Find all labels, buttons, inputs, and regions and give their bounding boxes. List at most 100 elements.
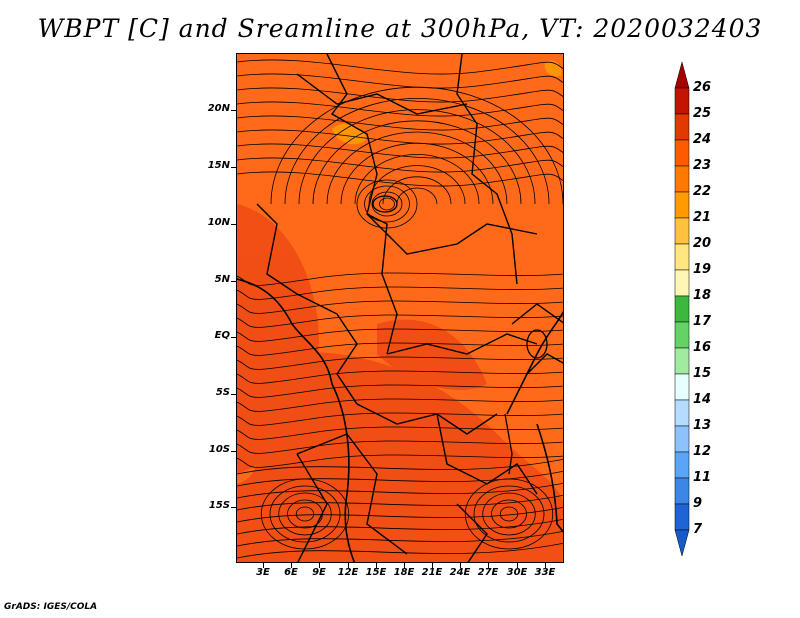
colorbar-segment xyxy=(674,62,690,89)
colorbar-segment xyxy=(674,477,690,505)
streamline xyxy=(237,286,563,300)
lakes xyxy=(372,195,548,475)
latitude-tick xyxy=(231,281,236,282)
colorbar-segment xyxy=(674,347,690,375)
map-canvas xyxy=(237,54,563,562)
streamline xyxy=(237,87,563,103)
streamline xyxy=(237,143,563,159)
streamlines xyxy=(237,59,563,559)
streamline xyxy=(298,109,536,205)
latitude-tick xyxy=(231,110,236,111)
colorbar-label: 7 xyxy=(693,522,703,537)
vortex-ring xyxy=(295,506,315,522)
vortex-ring xyxy=(269,485,341,543)
country-borders xyxy=(256,54,563,562)
colorbar-label: 19 xyxy=(693,262,712,277)
vortex-ring xyxy=(482,492,536,536)
colorbar-segment xyxy=(674,165,690,193)
coastline xyxy=(237,278,563,562)
streamline xyxy=(396,187,438,205)
longitude-label: 27E xyxy=(477,567,499,578)
longitude-label: 3E xyxy=(256,567,270,578)
streamline xyxy=(237,129,563,145)
colorbar-label: 24 xyxy=(693,132,712,147)
streamline xyxy=(237,542,563,559)
streamline xyxy=(237,518,563,535)
streamline xyxy=(237,494,563,511)
colorbar-label: 25 xyxy=(693,106,712,121)
longitude-label: 33E xyxy=(534,567,556,578)
longitude-label: 18E xyxy=(393,567,415,578)
colorbar-label: 12 xyxy=(693,444,712,459)
colorbar-segment xyxy=(674,373,690,401)
longitude-tick xyxy=(263,563,264,568)
latitude-tick xyxy=(231,507,236,508)
latitude-tick xyxy=(231,167,236,168)
streamline xyxy=(237,157,563,173)
streamline xyxy=(354,154,480,205)
streamline xyxy=(284,98,550,205)
colorbar-label: 14 xyxy=(693,392,712,407)
streamline xyxy=(312,120,522,205)
streamline xyxy=(237,506,563,523)
colorbar-label: 17 xyxy=(693,314,712,329)
streamline xyxy=(237,115,563,131)
streamline xyxy=(237,342,563,356)
longitude-tick xyxy=(348,563,349,568)
streamline xyxy=(237,458,563,475)
longitude-label: 15E xyxy=(365,567,387,578)
chart-title: WBPT [C] and Sreamline at 300hPa, VT: 20… xyxy=(37,14,763,43)
colorbar-label: 9 xyxy=(693,496,703,511)
vortex-ring xyxy=(364,185,410,223)
map-panel xyxy=(236,53,564,563)
streamline xyxy=(326,131,508,205)
colorbar-label: 18 xyxy=(693,288,712,303)
vortex-ring xyxy=(278,492,332,536)
streamline xyxy=(237,101,563,117)
streamline xyxy=(237,370,563,384)
longitude-label: 9E xyxy=(312,567,326,578)
colorbar-segment xyxy=(674,321,690,349)
vortex-ring xyxy=(491,499,527,529)
streamline xyxy=(237,398,563,412)
colorbar-label: 20 xyxy=(693,236,712,251)
colorbar-segment xyxy=(674,191,690,219)
streamline xyxy=(382,176,452,205)
longitude-tick xyxy=(404,563,405,568)
colorbar-segment xyxy=(674,399,690,427)
vortex-ring xyxy=(473,485,545,543)
colorbar-segment xyxy=(674,295,690,323)
longitude-tick xyxy=(432,563,433,568)
streamline xyxy=(237,171,563,187)
longitude-label: 24E xyxy=(449,567,471,578)
colorbar-label: 21 xyxy=(693,210,712,225)
latitude-label: EQ xyxy=(214,330,230,341)
latitude-label: 5N xyxy=(214,274,230,285)
latitude-tick xyxy=(231,337,236,338)
colorbar xyxy=(674,62,690,557)
vortex-ring xyxy=(464,478,554,550)
streamline xyxy=(237,454,563,468)
longitude-tick xyxy=(291,563,292,568)
streamline xyxy=(237,314,563,328)
streamline xyxy=(237,272,563,286)
colorbar-segment xyxy=(674,243,690,271)
longitude-tick xyxy=(319,563,320,568)
colorbar-segment xyxy=(674,451,690,479)
streamline xyxy=(237,426,563,440)
streamline xyxy=(237,300,563,314)
longitude-tick xyxy=(545,563,546,568)
longitude-label: 30E xyxy=(506,567,528,578)
latitude-label: 15S xyxy=(208,500,230,511)
colorbar-segment xyxy=(674,425,690,453)
streamline xyxy=(237,470,563,487)
colorbar-label: 26 xyxy=(693,80,712,95)
streamline xyxy=(237,482,563,499)
streamline xyxy=(237,384,563,398)
streamline xyxy=(237,440,563,454)
latitude-label: 5S xyxy=(215,387,230,398)
longitude-tick xyxy=(376,563,377,568)
streamline xyxy=(237,59,563,75)
vortex-ring xyxy=(371,191,403,217)
longitude-label: 12E xyxy=(337,567,359,578)
